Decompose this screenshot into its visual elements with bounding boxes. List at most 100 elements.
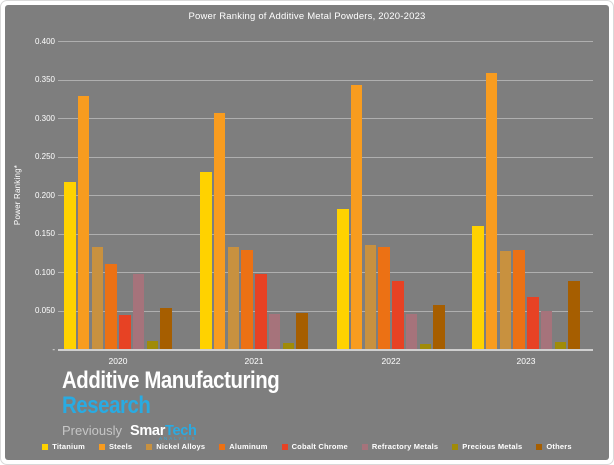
bar-slot — [104, 41, 118, 349]
legend-swatch-icon — [146, 443, 153, 450]
bar-group-2020: 2020 — [63, 41, 173, 366]
bar-nickel-alloys-2020 — [91, 246, 104, 349]
brand-line-3: Previously SmarTech ANALYSIS — [62, 423, 318, 441]
x-axis-label-2023: 2023 — [516, 356, 536, 366]
bar-cobalt-chrome-2023 — [527, 296, 539, 349]
bar-slot — [227, 41, 241, 349]
bar-slot — [240, 41, 254, 349]
brand-previously: Previously — [62, 423, 122, 438]
legend-swatch-icon — [281, 443, 288, 450]
bar-precious-metals-2022 — [419, 343, 432, 349]
bar-slot — [118, 41, 132, 349]
bar-slot — [432, 41, 446, 349]
brand-smartech-blue: Tech — [165, 423, 197, 439]
bar-slot — [540, 41, 554, 349]
bar-precious-metals-2023 — [554, 342, 567, 349]
legend-label: Precious Metals — [462, 442, 523, 451]
y-tick-label: 0.100 — [34, 267, 55, 277]
legend-label: Cobalt Chrome — [291, 442, 348, 451]
bar-aluminum-2022 — [378, 247, 390, 349]
bar-cobalt-chrome-2022 — [392, 281, 404, 349]
legend-label: Nickel Alloys — [156, 442, 206, 451]
legend-item-cobalt-chrome: Cobalt Chrome — [281, 442, 348, 451]
bar-slot — [471, 41, 485, 349]
gridline — [58, 79, 593, 81]
bar-titanium-2023 — [472, 225, 484, 349]
bar-slot — [91, 41, 105, 349]
legend-item-precious-metals: Precious Metals — [452, 442, 522, 451]
bar-slot — [336, 41, 350, 349]
y-tick-label: - — [52, 344, 55, 354]
bar-refractory-metals-2022 — [405, 313, 418, 349]
bar-aluminum-2023 — [513, 250, 525, 349]
bar-group-2021: 2021 — [199, 41, 309, 366]
bar-slot — [63, 41, 77, 349]
legend-item-titanium: Titanium — [42, 442, 85, 451]
bar-others-2020 — [160, 308, 172, 349]
bar-titanium-2022 — [337, 208, 349, 349]
gridline — [58, 156, 593, 158]
legend-swatch-icon — [361, 443, 368, 450]
legend-label: Titanium — [52, 442, 85, 451]
legend-swatch-icon — [536, 443, 543, 450]
bar-slot — [350, 41, 364, 349]
legend-item-steels: Steels — [98, 442, 133, 451]
plot-area: 2020 2021 2022 2023 — [58, 41, 593, 366]
chart-canvas: Power Ranking of Additive Metal Powders,… — [5, 5, 609, 460]
y-tick-label: 0.200 — [34, 190, 55, 200]
bar-slot — [159, 41, 173, 349]
legend-item-others: Others — [536, 442, 572, 451]
bar-slot — [554, 41, 568, 349]
chart-title: Power Ranking of Additive Metal Powders,… — [188, 11, 426, 22]
bar-slot — [499, 41, 513, 349]
bar-nickel-alloys-2023 — [499, 251, 512, 349]
legend-label: Aluminum — [229, 442, 268, 451]
y-tick-label: 0.400 — [34, 36, 55, 46]
gridline — [58, 41, 593, 42]
bar-refractory-metals-2021 — [268, 314, 281, 349]
x-axis-label-2020: 2020 — [108, 356, 128, 366]
legend-item-refractory-metals: Refractory Metals — [361, 442, 438, 451]
bar-slot — [567, 41, 581, 349]
x-axis-label-2022: 2022 — [381, 356, 401, 366]
y-tick-label: 0.350 — [34, 75, 55, 84]
x-axis-label-2021: 2021 — [244, 356, 264, 366]
legend-item-aluminum: Aluminum — [219, 442, 267, 451]
y-tick-label: 0.300 — [34, 113, 55, 123]
bar-cobalt-chrome-2020 — [119, 315, 131, 349]
bar-slot — [377, 41, 391, 349]
branding-block: Additive Manufacturing Research Previous… — [62, 367, 318, 441]
y-tick-label: 0.150 — [34, 229, 55, 238]
bar-aluminum-2020 — [105, 264, 117, 349]
bar-nickel-alloys-2022 — [364, 245, 377, 349]
y-axis-ticks: 0.400 0.350 0.300 0.250 0.200 0.150 0.100 0.050… — [13, 37, 55, 354]
legend-swatch-icon — [219, 443, 226, 450]
brand-smartech-logo: SmarTech ANALYSIS — [130, 423, 197, 441]
bar-slot — [485, 41, 499, 349]
bar-slot — [391, 41, 405, 349]
bar-steels-2023 — [485, 73, 498, 349]
bar-others-2023 — [568, 281, 580, 349]
brand-line-1: Additive Manufacturing — [62, 367, 280, 394]
legend-label: Steels — [108, 442, 133, 451]
legend: Titanium Steels Nickel Alloys Aluminum Cobal… — [5, 442, 609, 451]
bar-refractory-metals-2020 — [132, 274, 145, 349]
bar-slot — [282, 41, 296, 349]
gridline — [58, 195, 593, 196]
brand-line-2: Research — [62, 392, 151, 419]
bar-slot — [405, 41, 419, 349]
bar-slot — [419, 41, 433, 349]
legend-label: Others — [546, 442, 572, 451]
bar-steels-2022 — [350, 84, 363, 349]
bar-refractory-metals-2023 — [540, 310, 553, 349]
bar-slot — [512, 41, 526, 349]
bar-slot — [526, 41, 540, 349]
brand-analysis-subtext: ANALYSIS — [158, 436, 197, 441]
bar-slot — [295, 41, 309, 349]
bar-slot — [146, 41, 160, 349]
y-tick-label: 0.050 — [34, 306, 55, 315]
legend-swatch-icon — [452, 443, 459, 450]
bar-slot — [199, 41, 213, 349]
bar-others-2021 — [296, 312, 308, 349]
